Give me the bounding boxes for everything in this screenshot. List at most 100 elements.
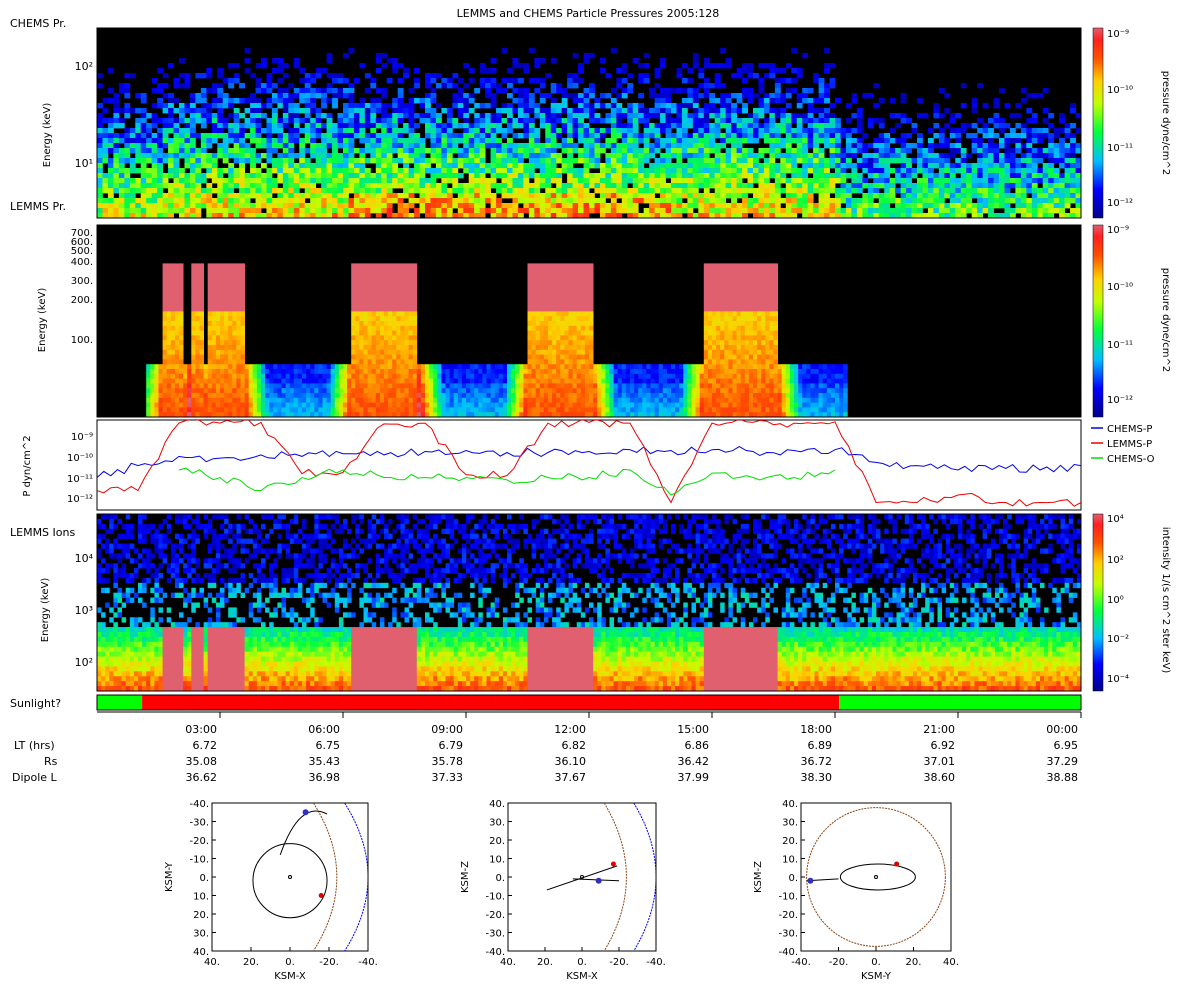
chems-cell — [250, 103, 256, 109]
chems-cell — [714, 78, 721, 84]
chems-cell — [430, 108, 437, 114]
lemms-cell — [236, 273, 241, 279]
chems-cell — [824, 108, 830, 114]
chems-cell — [774, 173, 781, 179]
lemms-cell — [199, 301, 204, 307]
chems-cell — [512, 208, 519, 214]
chems-cell — [698, 148, 705, 154]
chems-cell — [572, 183, 579, 189]
chems-cell — [785, 113, 792, 119]
chems-cell — [621, 143, 628, 149]
chems-cell — [632, 123, 639, 129]
lemms-cell — [207, 349, 213, 355]
chems-cell — [813, 123, 819, 129]
lemms-cell — [228, 292, 233, 298]
chems-cell — [982, 203, 989, 209]
lemms-cell — [158, 369, 163, 375]
chems-cell — [1020, 123, 1027, 129]
chems-cell — [403, 173, 409, 179]
chems-cell — [419, 208, 426, 214]
chems-cell — [1059, 203, 1065, 209]
chems-cell — [271, 138, 278, 144]
chems-cell — [1026, 168, 1033, 174]
lemms-cell — [207, 277, 213, 283]
chems-cell — [326, 123, 333, 129]
chems-cell — [725, 63, 732, 69]
chems-cell — [807, 133, 814, 139]
lemms-cell — [236, 277, 241, 283]
chems-cell — [556, 128, 563, 134]
chems-cell — [736, 148, 743, 154]
chems-cell — [381, 113, 388, 119]
chems-cell — [835, 138, 841, 144]
chems-cell — [763, 193, 770, 199]
chems-cell — [1020, 163, 1027, 169]
chems-cell — [168, 128, 174, 134]
lemms-cell — [179, 364, 184, 370]
chems-cell — [556, 143, 563, 149]
lemms-cell — [220, 316, 225, 322]
chems-cell — [107, 68, 114, 74]
chems-cell — [485, 128, 491, 134]
chems-cell — [589, 193, 595, 199]
chems-cell — [922, 213, 929, 218]
chems-cell — [414, 113, 420, 119]
chems-cell — [999, 198, 1005, 204]
chems-cell — [512, 163, 519, 169]
chems-cell — [512, 213, 519, 218]
lemms-cell — [174, 301, 180, 307]
chems-cell — [676, 138, 683, 144]
chems-cell — [299, 203, 306, 209]
chems-cell — [282, 123, 289, 129]
chems-cell — [829, 178, 836, 184]
chems-cell — [534, 58, 541, 64]
lemms-cell — [224, 277, 229, 283]
chems-cell — [441, 123, 448, 129]
chems-cell — [271, 128, 278, 134]
chems-cell — [1015, 178, 1022, 184]
chems-cell — [430, 208, 437, 214]
chems-cell — [195, 158, 202, 164]
chems-cell — [430, 158, 437, 164]
chems-cell — [917, 178, 923, 184]
chems-cell — [840, 158, 847, 164]
chems-cell — [632, 173, 639, 179]
lemms-cell — [199, 402, 204, 408]
chems-cell — [589, 158, 595, 164]
chems-cell — [703, 193, 710, 199]
lemms-cell — [211, 369, 217, 375]
chems-cell — [244, 153, 251, 159]
chems-cell — [353, 213, 360, 218]
chems-cell — [840, 133, 847, 139]
chems-cell — [255, 183, 262, 189]
chems-cell — [731, 173, 737, 179]
chems-cell — [200, 113, 207, 119]
lemms-cell — [306, 393, 311, 399]
chems-cell — [556, 158, 563, 164]
lemms-cell — [244, 378, 250, 384]
lemms-cell — [215, 287, 221, 293]
chems-cell — [769, 93, 776, 99]
chems-cell — [731, 128, 737, 134]
chems-cell — [277, 128, 284, 134]
lemms-cell — [224, 354, 229, 360]
lemms-cell — [203, 378, 209, 384]
chems-cell — [753, 108, 759, 114]
chems-cell — [840, 193, 847, 199]
chems-cell — [1009, 178, 1016, 184]
chems-cell — [233, 63, 240, 69]
chems-cell — [517, 213, 524, 218]
chems-cell — [627, 173, 634, 179]
chems-cell — [1037, 138, 1044, 144]
chems-cell — [676, 108, 683, 114]
chems-cell — [206, 188, 213, 194]
lemms-cell — [314, 393, 319, 399]
chems-cell — [441, 153, 448, 159]
chems-cell — [605, 73, 612, 79]
chems-cell — [102, 138, 109, 144]
chems-cell — [774, 113, 781, 119]
lemms-cell — [211, 402, 217, 408]
chems-cell — [468, 123, 475, 129]
lemms-cell — [211, 340, 217, 346]
chems-cell — [266, 183, 273, 189]
